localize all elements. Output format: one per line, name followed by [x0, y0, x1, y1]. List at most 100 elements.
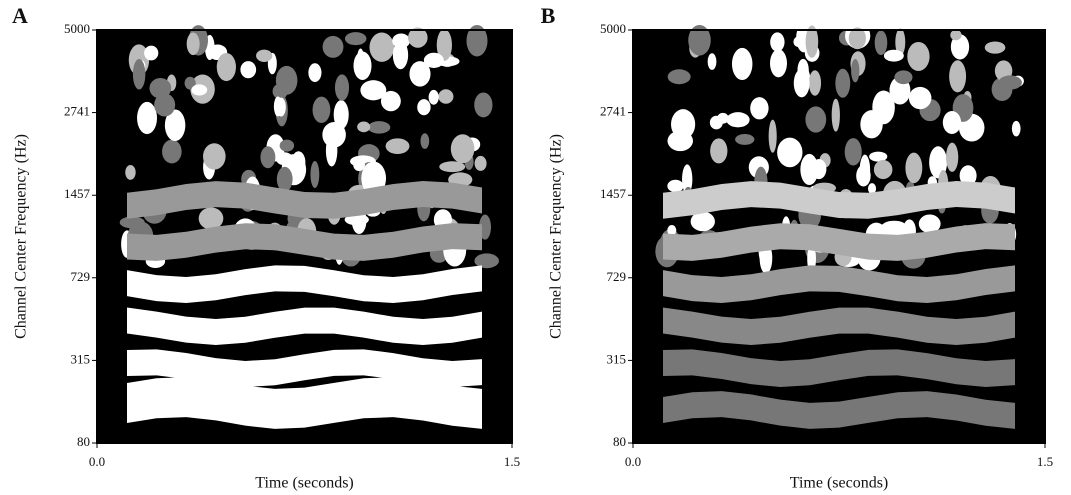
spectrogram-band	[127, 377, 482, 429]
spectrogram-blob	[344, 214, 369, 226]
spectrogram-blob	[959, 165, 977, 187]
spectrogram-blob	[474, 155, 487, 171]
spectrogram-blob	[474, 92, 493, 118]
spectrogram-blob	[154, 93, 176, 117]
spectrogram-blob	[144, 45, 159, 61]
spectrogram-blob	[793, 36, 804, 48]
spectrogram-blob	[360, 80, 387, 101]
spectrogram-blob	[873, 160, 893, 180]
spectrogram-blob	[851, 59, 860, 83]
spectrogram-blob	[466, 24, 488, 57]
spectrogram-blob	[310, 161, 320, 188]
spectrogram-blob	[479, 214, 492, 240]
spectrogram-blob	[869, 151, 888, 162]
spectrogram-band	[663, 181, 1015, 219]
spectrogram-blob	[831, 98, 840, 132]
spectrogram-blob	[275, 152, 293, 166]
spectrogram-blob	[883, 49, 904, 62]
spectrogram-blob	[835, 68, 851, 98]
spectrogram-blob	[312, 96, 331, 124]
spectrogram-band	[127, 307, 482, 345]
x-tick-label: 1.5	[504, 454, 520, 469]
spectrogram-band	[663, 391, 1015, 429]
spectrogram-blob	[162, 139, 182, 164]
spectrogram-blob	[793, 69, 810, 98]
spectrogram-blob	[408, 27, 428, 48]
spectrogram-blob	[276, 166, 293, 192]
panel: 80 315 729 1457 2741 5000 0.0 1.5 Time (seconds)…	[12, 3, 520, 492]
spectrogram-band	[127, 265, 482, 303]
y-tick-label: 315	[71, 351, 91, 366]
spectrogram-blob	[333, 100, 349, 130]
spectrogram-blob	[707, 53, 717, 70]
spectrogram-blob	[322, 35, 344, 58]
spectrogram-blob	[275, 65, 298, 95]
spectrogram-blob	[907, 41, 930, 71]
y-tick-label: 315	[607, 351, 627, 366]
spectrogram-blob	[1011, 120, 1021, 137]
panel: 80 315 729 1457 2741 5000 0.0 1.5 Time (seconds)…	[541, 3, 1053, 492]
spectrogram-band	[127, 349, 482, 387]
spectrogram-band	[663, 349, 1015, 387]
spectrogram-blob	[731, 47, 753, 81]
spectrogram-blob	[768, 119, 777, 153]
spectrogram-blob	[770, 49, 787, 78]
spectrogram-blob	[848, 27, 866, 50]
spectrogram-blob	[805, 106, 827, 133]
spectrogram-blob	[367, 121, 391, 134]
spectrogram-blob	[844, 138, 862, 166]
spectrogram-blob	[191, 84, 208, 96]
y-tick-label: 729	[71, 269, 91, 284]
spectrogram-blob	[436, 29, 452, 61]
spectrogram-blob	[198, 207, 224, 230]
spectrogram-blob	[276, 97, 286, 117]
spectrogram-blob	[874, 30, 888, 56]
spectrogram-blob	[949, 60, 967, 93]
spectrogram-band	[127, 181, 482, 219]
spectrogram-blob	[808, 70, 822, 96]
spectrogram-blob	[998, 75, 1022, 90]
spectrogram-blob	[867, 183, 877, 195]
spectrogram-blob	[667, 179, 684, 193]
spectrogram-band	[127, 223, 482, 261]
spectrogram-blob	[291, 151, 306, 173]
spectrogram-blob	[895, 28, 906, 56]
spectrogram-blob	[184, 76, 196, 90]
spectrogram-blob	[881, 220, 907, 234]
spectrogram-blob	[811, 158, 827, 180]
spectrogram-blob	[439, 161, 466, 173]
spectrogram-blob	[334, 74, 350, 101]
spectrogram-blob	[905, 152, 923, 184]
spectrogram-blob	[908, 86, 932, 110]
spectrogram-blob	[385, 138, 410, 154]
y-tick-label: 2741	[64, 104, 90, 119]
spectrogram-blob	[688, 25, 711, 56]
plot-frame	[632, 29, 1046, 444]
y-tick-label: 1457	[600, 186, 627, 201]
spectrogram-blob	[690, 211, 715, 232]
spectrogram-blob	[240, 61, 257, 79]
x-axis-label: Time (seconds)	[255, 475, 354, 492]
spectrogram-blob	[308, 63, 322, 82]
spectrogram-blob	[805, 25, 819, 58]
spectrogram-blob	[380, 90, 401, 112]
spectrogram-blob	[279, 139, 295, 152]
spectrogram-blob	[322, 121, 346, 148]
y-tick-label: 5000	[600, 21, 626, 36]
y-tick-label: 2741	[600, 104, 626, 119]
spectrogram-blob	[667, 224, 677, 236]
spectrogram-band	[663, 265, 1015, 303]
spectrogram-blob	[216, 52, 236, 82]
y-tick-label: 80	[613, 434, 626, 449]
spectrogram-band	[663, 307, 1015, 345]
spectrogram-blob	[357, 121, 371, 133]
spectrogram-blob	[417, 99, 431, 116]
y-tick-label: 5000	[64, 21, 90, 36]
spectrogram-blob	[735, 134, 755, 145]
spectrogram-blob	[260, 146, 276, 169]
spectrogram-blob	[125, 165, 136, 180]
spectrogram-blob	[474, 253, 499, 269]
spectrogram-blob	[119, 216, 145, 229]
spectrogram-blob	[859, 154, 871, 186]
